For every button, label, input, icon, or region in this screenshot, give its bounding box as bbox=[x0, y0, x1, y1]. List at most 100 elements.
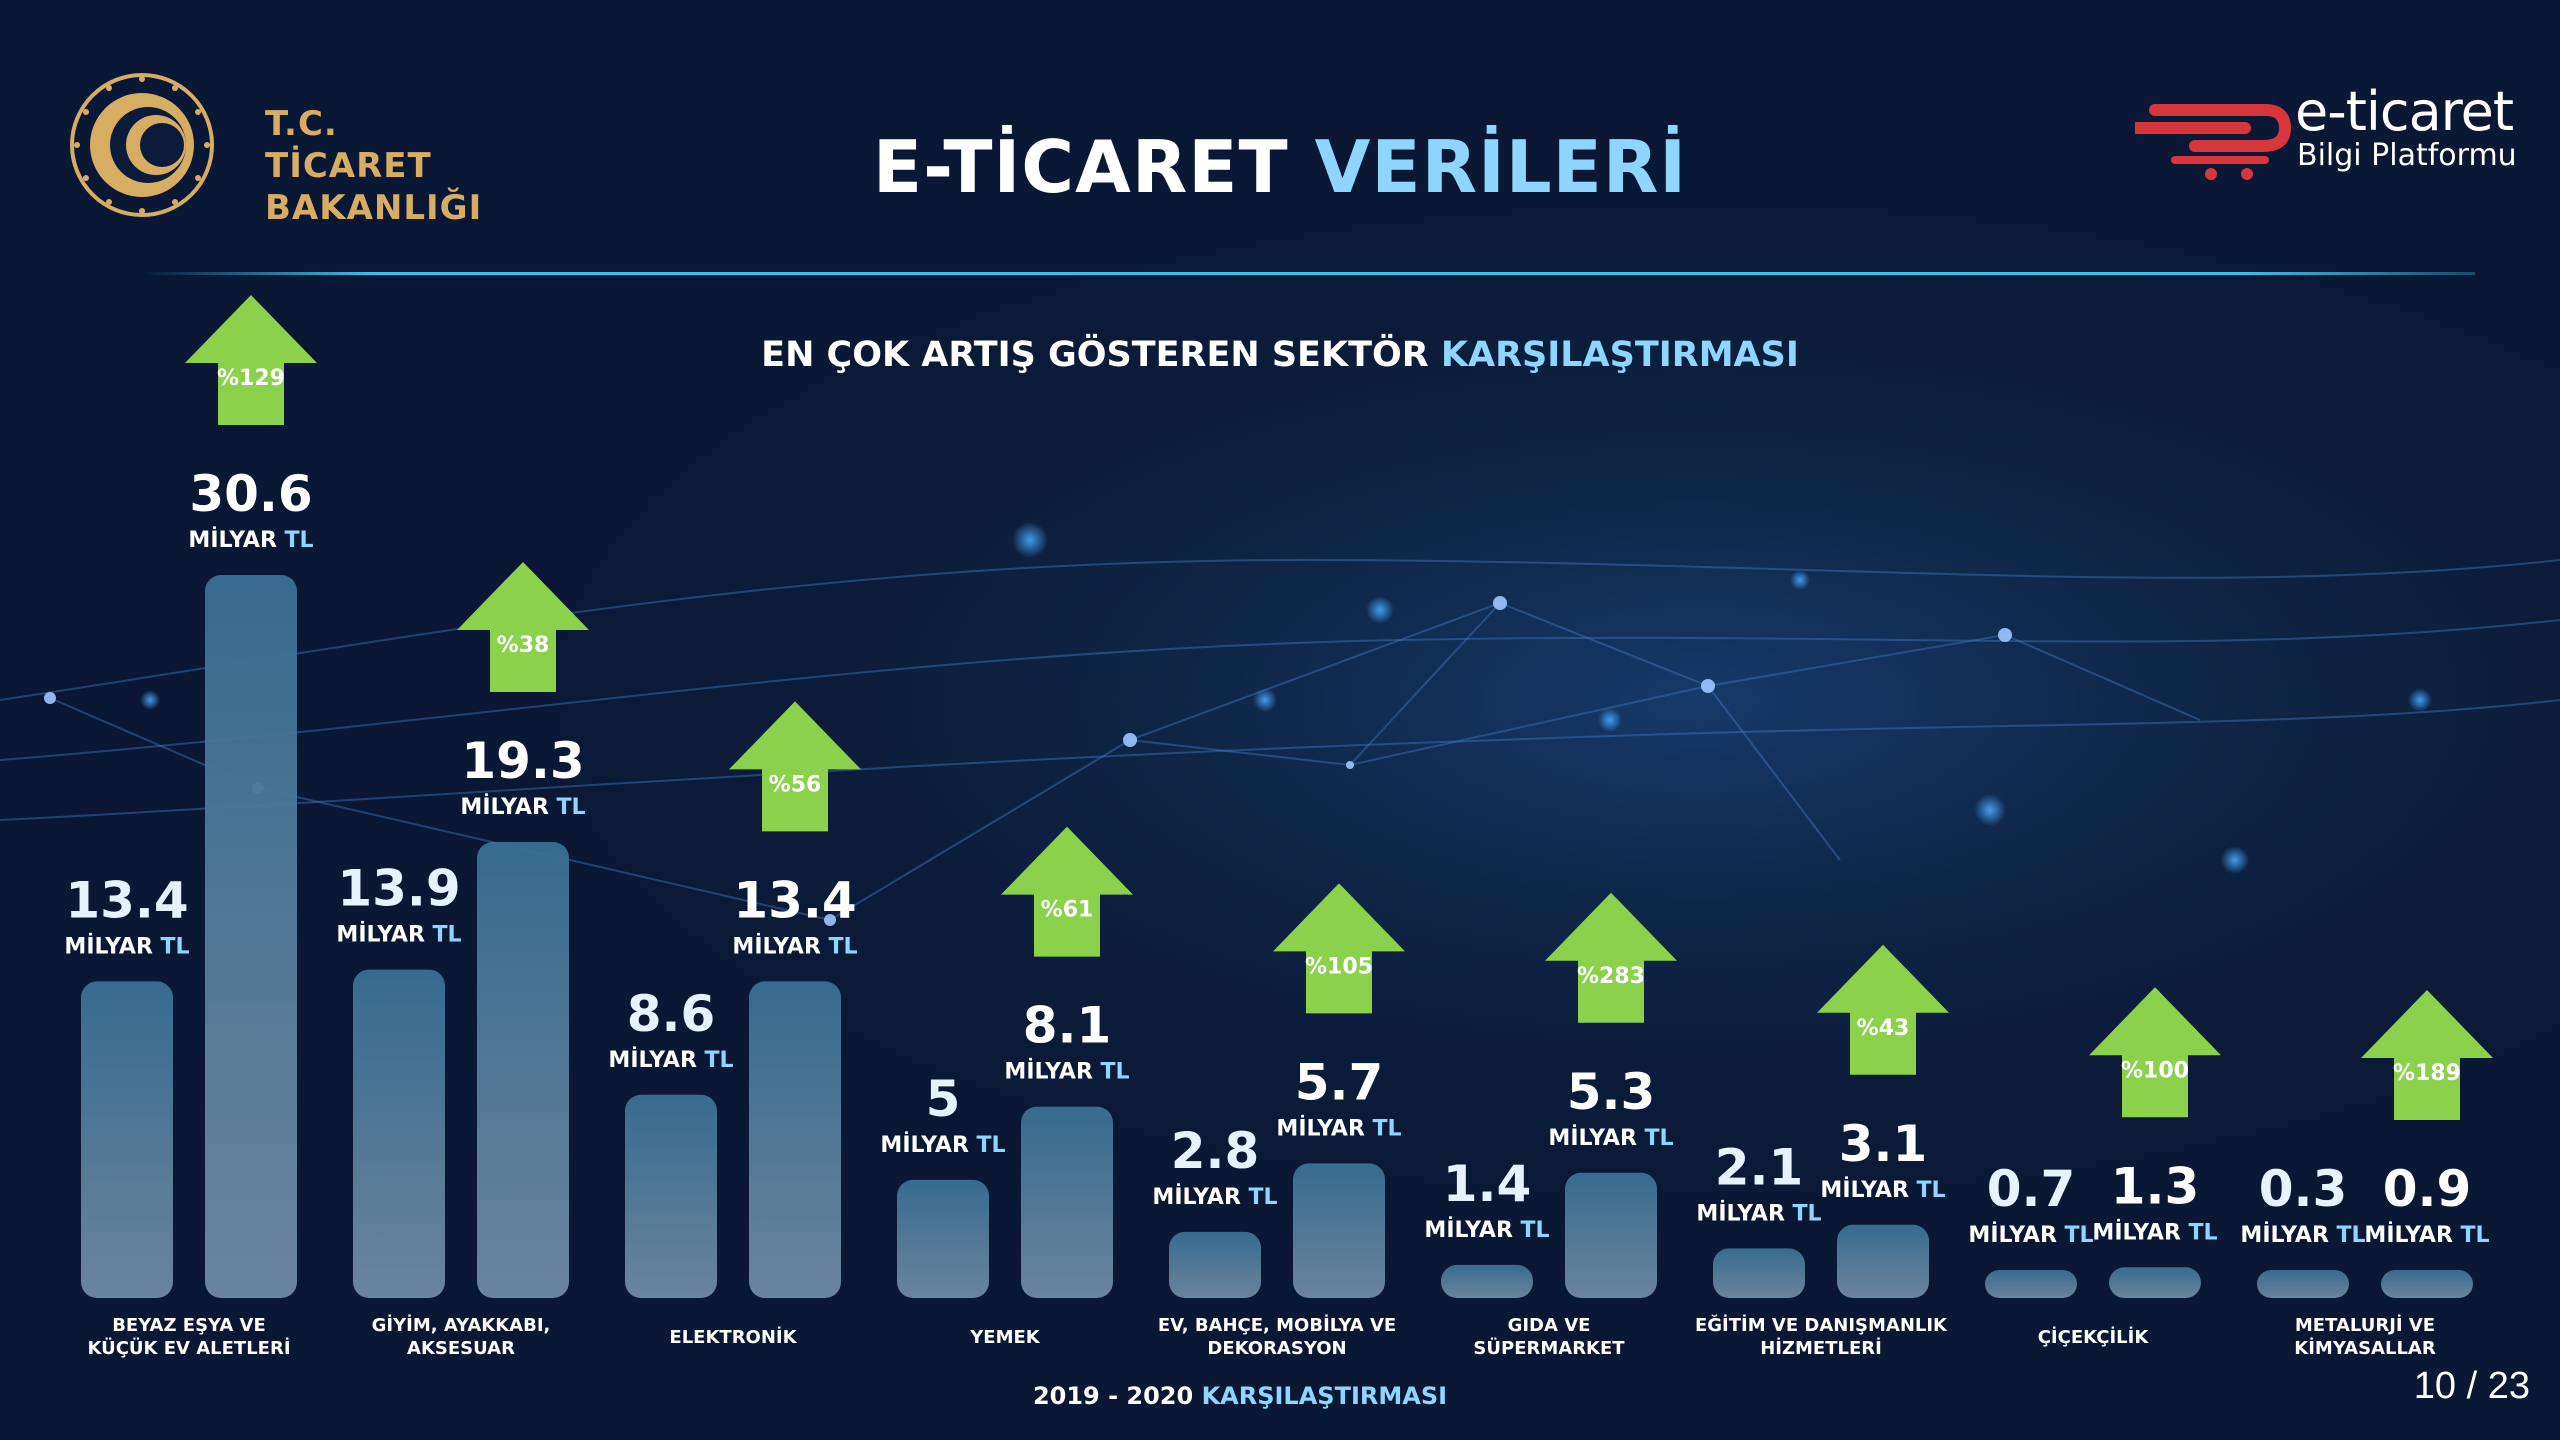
value-label-2020-1: 19.3 bbox=[461, 732, 584, 790]
page-number: 10 / 23 bbox=[2413, 1365, 2530, 1407]
growth-arrow-icon-1 bbox=[457, 561, 589, 692]
bar-2020-8 bbox=[2381, 1270, 2473, 1298]
e-ticaret-logo: e-ticaret Bilgi Platformu bbox=[2135, 80, 2535, 180]
growth-arrow-icon-5 bbox=[1545, 892, 1677, 1023]
unit-label-2020-7: MİLYAR TL bbox=[2092, 1219, 2217, 1245]
category-label-8-1: KİMYASALLAR bbox=[2294, 1337, 2436, 1359]
bar-2020-2 bbox=[749, 981, 841, 1298]
unit-label-2019-8: MİLYAR TL bbox=[2240, 1222, 2365, 1248]
unit-label-2020-1: MİLYAR TL bbox=[460, 794, 585, 820]
unit-label-2020-5: MİLYAR TL bbox=[1548, 1125, 1673, 1151]
value-label-2020-2: 13.4 bbox=[733, 871, 856, 929]
growth-label-2: %56 bbox=[769, 772, 822, 797]
bar-2019-5 bbox=[1441, 1264, 1533, 1298]
unit-label-2020-6: MİLYAR TL bbox=[1820, 1177, 1945, 1203]
growth-arrow-icon-8 bbox=[2361, 990, 2493, 1120]
bar-2019-6 bbox=[1713, 1248, 1805, 1298]
growth-arrow-icon-2 bbox=[729, 701, 861, 832]
cart-logo-icon bbox=[2135, 104, 2292, 180]
category-label-2-0: ELEKTRONİK bbox=[669, 1326, 797, 1348]
bar-2019-1 bbox=[353, 969, 445, 1298]
unit-label-2019-3: MİLYAR TL bbox=[880, 1132, 1005, 1158]
bar-2020-0 bbox=[205, 575, 297, 1298]
bar-2020-5 bbox=[1565, 1172, 1657, 1298]
footer-part2: KARŞILAŞTIRMASI bbox=[1201, 1382, 1448, 1410]
brand-name: e-ticaret bbox=[2295, 80, 2514, 143]
value-label-2019-5: 1.4 bbox=[1443, 1155, 1532, 1213]
unit-label-2019-6: MİLYAR TL bbox=[1696, 1200, 1821, 1226]
unit-label-2020-2: MİLYAR TL bbox=[732, 933, 857, 959]
brand-tagline: Bilgi Platformu bbox=[2297, 138, 2517, 173]
category-label-3-0: YEMEK bbox=[969, 1327, 1041, 1348]
value-label-2019-6: 2.1 bbox=[1715, 1138, 1804, 1196]
value-label-2019-7: 0.7 bbox=[1987, 1160, 2076, 1218]
category-label-8-0: METALURJİ VE bbox=[2295, 1314, 2435, 1336]
category-label-1-0: GİYİM, AYAKKABI, bbox=[372, 1314, 551, 1336]
ministry-name-line1: T.C. TİCARET bbox=[265, 104, 432, 186]
unit-label-2019-0: MİLYAR TL bbox=[64, 933, 189, 959]
bar-2020-6 bbox=[1837, 1224, 1929, 1298]
growth-label-1: %38 bbox=[497, 633, 550, 658]
unit-label-2020-8: MİLYAR TL bbox=[2364, 1222, 2489, 1248]
growth-label-8: %189 bbox=[2393, 1061, 2461, 1086]
growth-arrow-icon-6 bbox=[1817, 944, 1949, 1075]
unit-label-2019-1: MİLYAR TL bbox=[336, 922, 461, 948]
category-label-4-0: EV, BAHÇE, MOBİLYA VE bbox=[1158, 1314, 1396, 1336]
ministry-emblem-icon bbox=[70, 73, 214, 217]
bar-2019-3 bbox=[897, 1179, 989, 1298]
chart-subtitle-part2: KARŞILAŞTIRMASI bbox=[1440, 335, 1799, 375]
growth-label-5: %283 bbox=[1577, 964, 1645, 989]
value-label-2020-6: 3.1 bbox=[1839, 1115, 1928, 1173]
unit-label-2020-3: MİLYAR TL bbox=[1004, 1059, 1129, 1085]
bar-2020-3 bbox=[1021, 1106, 1113, 1298]
value-label-2020-4: 5.7 bbox=[1295, 1053, 1384, 1111]
value-label-2019-2: 8.6 bbox=[627, 985, 716, 1043]
value-label-2019-0: 13.4 bbox=[65, 871, 188, 929]
growth-arrow-icon-3 bbox=[1001, 826, 1133, 957]
value-label-2019-1: 13.9 bbox=[337, 860, 460, 918]
growth-arrow-icon-4 bbox=[1273, 883, 1405, 1014]
chart-footer: 2019 - 2020 KARŞILAŞTIRMASI bbox=[0, 1382, 2480, 1410]
category-label-5-1: SÜPERMARKET bbox=[1473, 1337, 1625, 1359]
unit-label-2019-4: MİLYAR TL bbox=[1152, 1184, 1277, 1210]
bar-2019-0 bbox=[81, 981, 173, 1298]
growth-label-0: %129 bbox=[217, 366, 285, 391]
category-label-5-0: GIDA VE bbox=[1508, 1315, 1591, 1336]
growth-label-7: %100 bbox=[2121, 1058, 2189, 1083]
page-title: E-TİCARET VERİLERİ bbox=[0, 125, 2560, 209]
category-label-1-1: AKSESUAR bbox=[407, 1338, 515, 1359]
growth-arrow-icon-7 bbox=[2089, 987, 2221, 1118]
unit-label-2020-4: MİLYAR TL bbox=[1276, 1115, 1401, 1141]
chart-subtitle: EN ÇOK ARTIŞ GÖSTEREN SEKTÖR KARŞILAŞTIR… bbox=[0, 335, 2560, 375]
bar-2020-7 bbox=[2109, 1267, 2201, 1298]
category-label-0-0: BEYAZ EŞYA VE bbox=[112, 1315, 266, 1336]
page-title-part2: VERİLERİ bbox=[1314, 125, 1688, 209]
bar-2020-1 bbox=[477, 841, 569, 1298]
value-label-2020-3: 8.1 bbox=[1023, 997, 1112, 1055]
bar-2019-7 bbox=[1985, 1270, 2077, 1298]
category-label-4-1: DEKORASYON bbox=[1207, 1338, 1346, 1359]
page-title-part1: E-TİCARET bbox=[872, 125, 1315, 209]
growth-arrow-icon-0 bbox=[185, 295, 317, 425]
unit-label-2019-5: MİLYAR TL bbox=[1424, 1217, 1549, 1243]
value-label-2019-3: 5 bbox=[926, 1070, 961, 1128]
bar-2019-4 bbox=[1169, 1231, 1261, 1298]
unit-label-2019-2: MİLYAR TL bbox=[608, 1047, 733, 1073]
value-label-2020-0: 30.6 bbox=[189, 465, 312, 523]
unit-label-2019-7: MİLYAR TL bbox=[1968, 1222, 2093, 1248]
value-label-2020-8: 0.9 bbox=[2383, 1160, 2472, 1218]
category-label-0-1: KÜÇÜK EV ALETLERİ bbox=[87, 1337, 290, 1359]
value-label-2019-4: 2.8 bbox=[1171, 1122, 1260, 1180]
bar-2019-8 bbox=[2257, 1270, 2349, 1298]
growth-label-4: %105 bbox=[1305, 954, 1373, 979]
value-label-2020-5: 5.3 bbox=[1567, 1063, 1656, 1121]
unit-label-2020-0: MİLYAR TL bbox=[188, 527, 313, 553]
ministry-logo: T.C. TİCARET BAKANLIĞI bbox=[70, 55, 510, 235]
value-label-2020-7: 1.3 bbox=[2111, 1157, 2200, 1215]
footer-part1: 2019 - 2020 bbox=[1032, 1382, 1202, 1410]
value-label-2019-8: 0.3 bbox=[2259, 1160, 2348, 1218]
chart-subtitle-part1: EN ÇOK ARTIŞ GÖSTEREN SEKTÖR bbox=[761, 335, 1441, 375]
growth-label-6: %43 bbox=[1857, 1016, 1910, 1041]
